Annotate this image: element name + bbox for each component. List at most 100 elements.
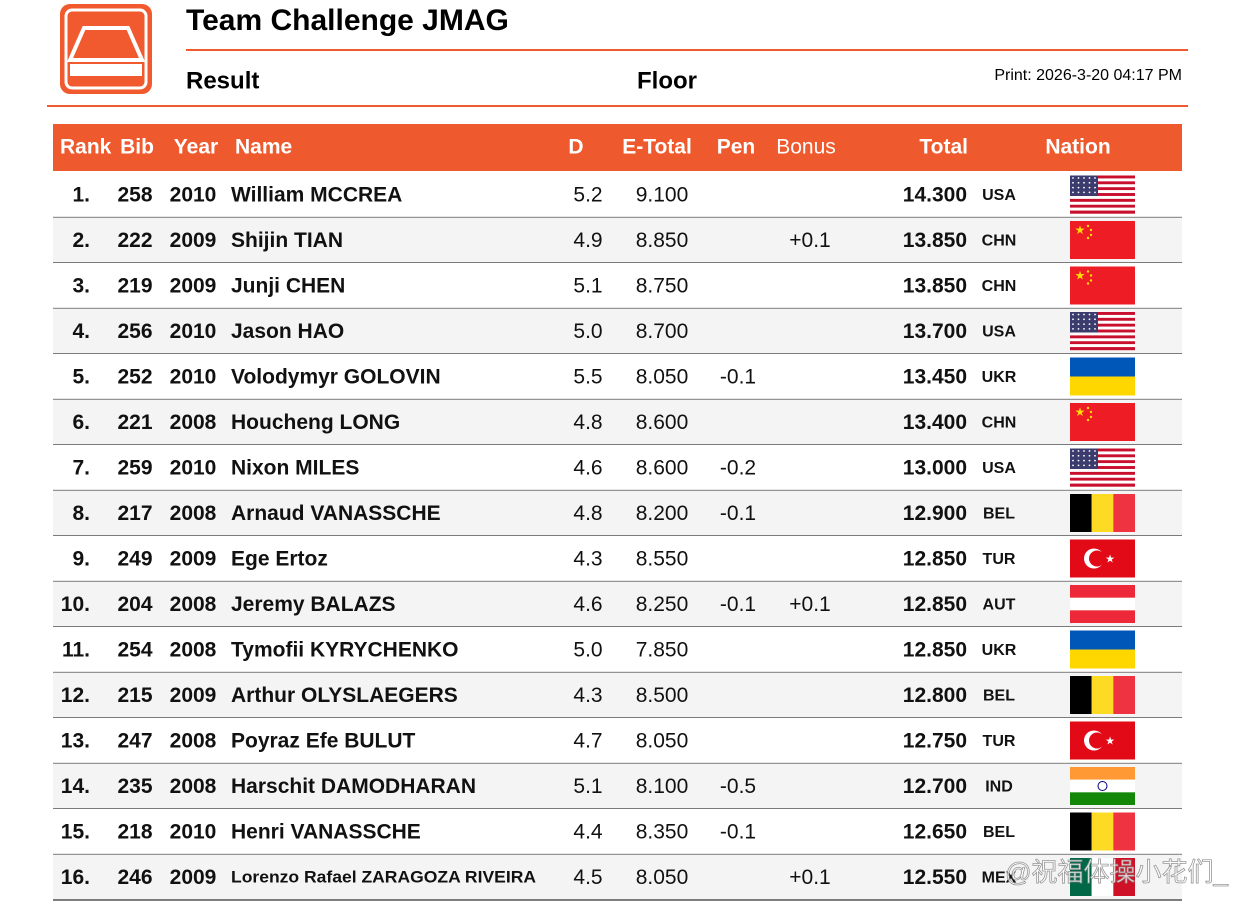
flag-part	[1070, 676, 1092, 714]
year: 2009	[170, 274, 217, 297]
flag-part	[1070, 193, 1135, 197]
flag-part	[1070, 357, 1135, 377]
flag-part	[1086, 418, 1090, 422]
e-total: 8.550	[636, 547, 689, 570]
year: 2010	[170, 456, 217, 479]
nation: BEL	[983, 824, 1015, 841]
penalty: -0.2	[720, 456, 756, 479]
flag-part: ★	[1075, 223, 1086, 237]
flag-part	[1072, 328, 1074, 330]
flag-part	[1113, 676, 1135, 714]
flag-part	[1072, 464, 1074, 467]
flag-part	[1094, 191, 1096, 194]
flag-part	[1077, 459, 1080, 462]
flag-part	[1072, 313, 1074, 316]
e-total: 8.250	[636, 593, 689, 616]
flag-part	[1072, 191, 1074, 194]
column-header: Nation	[1045, 136, 1110, 159]
name: Nixon MILES	[231, 456, 359, 479]
flag-part	[1083, 328, 1085, 330]
table-row	[53, 809, 1182, 855]
flag-part	[1070, 312, 1135, 316]
flag-part	[1070, 779, 1135, 793]
nation: CHN	[982, 278, 1017, 295]
flag-part	[1070, 204, 1135, 208]
flag-part	[1070, 332, 1135, 336]
flag-part	[1077, 328, 1080, 330]
flag-part	[1070, 812, 1092, 851]
flag-part	[1083, 323, 1085, 325]
apparatus: Floor	[637, 67, 697, 94]
flag-part	[1089, 279, 1093, 282]
print-time: Print: 2026-3-20 04:17 PM	[994, 67, 1182, 84]
flag-part	[1070, 649, 1135, 669]
bonus: +0.1	[789, 866, 830, 889]
table-row	[53, 354, 1182, 400]
rank: 6.	[72, 411, 90, 434]
table-row	[53, 854, 1182, 900]
flag-part	[1070, 201, 1135, 205]
table-row	[53, 308, 1182, 354]
flag-part	[1094, 328, 1096, 330]
flag-part	[1077, 181, 1080, 184]
flag-part	[1070, 466, 1135, 470]
flag-part	[1070, 207, 1135, 211]
flag-part	[1094, 313, 1096, 316]
flag-part	[1086, 224, 1090, 228]
flag-part	[1070, 610, 1135, 623]
table-row	[53, 536, 1182, 582]
bib: 246	[117, 866, 152, 889]
flag-part	[1070, 338, 1135, 342]
nation: TUR	[983, 733, 1016, 750]
flag-part	[1083, 464, 1085, 467]
bib: 215	[117, 684, 152, 707]
flag-part	[1077, 186, 1080, 189]
column-header: Bonus	[776, 136, 836, 159]
flag-part	[1113, 858, 1135, 896]
e-total: 9.100	[636, 183, 689, 206]
e-total: 8.600	[636, 411, 689, 434]
flag-part	[1083, 186, 1085, 189]
name: Shijin TIAN	[231, 229, 343, 252]
bib: 204	[117, 593, 152, 616]
flag-part	[1070, 471, 1135, 476]
flag-part	[1070, 326, 1135, 330]
total: 12.850	[903, 547, 967, 570]
flag-part	[1088, 318, 1091, 321]
flag-part	[1089, 274, 1093, 277]
rank: 16.	[61, 866, 90, 889]
table-row	[53, 263, 1182, 309]
flag: ★	[1070, 721, 1135, 760]
column-header: Year	[174, 136, 218, 159]
table-row	[53, 672, 1182, 718]
flag-part	[1070, 403, 1135, 441]
flag-part	[1070, 184, 1135, 188]
flag-part	[1070, 474, 1135, 478]
bib: 219	[117, 274, 152, 297]
penalty: -0.5	[720, 775, 756, 798]
flag	[1070, 494, 1135, 532]
flag-part	[1070, 451, 1135, 455]
d-score: 4.3	[573, 547, 602, 570]
column-header: Total	[919, 136, 968, 159]
flag-part	[1094, 181, 1096, 184]
flag-part	[1089, 228, 1093, 232]
flag-part	[1070, 347, 1135, 351]
column-header: Rank	[60, 136, 112, 159]
bonus: +0.1	[789, 593, 830, 616]
flag-part	[1072, 450, 1074, 452]
flag-part	[1088, 313, 1091, 316]
section: Result	[186, 67, 259, 94]
flag-part	[1070, 178, 1135, 182]
flag-part	[1070, 335, 1135, 339]
rank: 5.	[72, 365, 90, 388]
flag-part	[1077, 323, 1080, 325]
flag-part	[1070, 181, 1135, 185]
flag-part	[1113, 494, 1135, 532]
flag-part	[1086, 406, 1090, 410]
flag-part	[1070, 198, 1135, 203]
table-row	[53, 581, 1182, 627]
flag-part	[1070, 210, 1135, 214]
year: 2010	[170, 365, 217, 388]
flag-part	[1070, 175, 1135, 179]
